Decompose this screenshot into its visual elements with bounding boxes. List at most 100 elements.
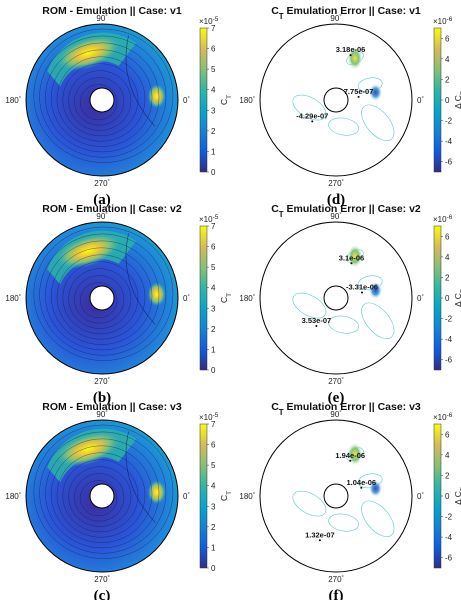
colorbar-tick-label: 6 bbox=[445, 34, 450, 43]
colorbar-exponent: ×10-6 bbox=[433, 16, 453, 27]
annotation-point bbox=[349, 54, 352, 57]
colorbar-label: CT bbox=[219, 95, 233, 105]
positive-error-spot bbox=[347, 46, 363, 71]
colorbar-exponent: ×10-5 bbox=[199, 16, 219, 27]
rotor-hub bbox=[323, 483, 349, 509]
panel-label: (e) bbox=[328, 390, 345, 406]
error-contour bbox=[292, 490, 327, 517]
contour-line bbox=[79, 84, 118, 121]
colorbar-tick-label: 2 bbox=[211, 523, 216, 532]
angle-tick-label: 180° bbox=[239, 294, 255, 303]
annotation-point bbox=[360, 486, 363, 489]
colorbar-tick-label: 4 bbox=[211, 284, 216, 293]
colorbar-tick-label: -6 bbox=[445, 554, 453, 563]
negative-error-spot bbox=[368, 83, 383, 102]
colorbar-tick-label: 3 bbox=[211, 106, 216, 115]
colorbar-tick-label: 7 bbox=[211, 222, 216, 231]
colorbar-tick-label: 7 bbox=[211, 24, 216, 33]
colorbar-tick-label: 2 bbox=[211, 325, 216, 334]
colorbar-tick-label: 5 bbox=[211, 461, 216, 470]
contour-line bbox=[125, 233, 156, 325]
error-annotation: 7.75e-07 bbox=[344, 87, 374, 96]
angle-tick-label: 270° bbox=[94, 575, 110, 584]
contour-line bbox=[45, 240, 160, 351]
angle-tick-label: 180° bbox=[239, 96, 255, 105]
colorbar-tick-label: 0 bbox=[445, 492, 450, 501]
contour-line bbox=[74, 77, 125, 126]
rotor-hub bbox=[89, 87, 115, 113]
error-contour bbox=[361, 500, 395, 537]
annotation-point bbox=[357, 95, 360, 98]
error-annotation: 1.04e-06 bbox=[346, 478, 376, 487]
colorbar-tick-label: 4 bbox=[445, 55, 450, 64]
error-contour bbox=[292, 94, 327, 121]
colorbar-tick-label: 1 bbox=[211, 147, 216, 156]
contour-line bbox=[79, 480, 118, 517]
contour-line bbox=[56, 56, 146, 142]
angle-tick-label: 90° bbox=[330, 410, 341, 419]
angle-tick-label: 90° bbox=[330, 14, 341, 23]
colorbar-tick-label: -2 bbox=[445, 315, 453, 324]
colorbar bbox=[433, 423, 442, 569]
rotor-hub bbox=[89, 483, 115, 509]
contour-line bbox=[39, 431, 167, 554]
chart-title: CT Emulation Error || Case: v1 bbox=[271, 5, 421, 21]
colorbar-tick-label: 3 bbox=[211, 502, 216, 511]
contour-line bbox=[45, 438, 160, 549]
colorbar-label: CT bbox=[219, 293, 233, 303]
chart-title: CT Emulation Error || Case: v3 bbox=[271, 401, 421, 417]
chart-title: ROM - Emulation || Case: v3 bbox=[42, 401, 182, 413]
annotation-point bbox=[315, 325, 318, 328]
negative-error-spot bbox=[368, 281, 383, 300]
polar-outline bbox=[259, 419, 413, 573]
polar-outline bbox=[259, 23, 413, 177]
rotor-hub bbox=[323, 285, 349, 311]
angle-tick-label: 0° bbox=[417, 492, 424, 501]
contour-line bbox=[50, 49, 153, 147]
contour-line bbox=[125, 431, 156, 523]
colorbar bbox=[199, 27, 208, 173]
annotation-point bbox=[349, 459, 352, 462]
error-contour bbox=[361, 302, 395, 339]
panel-label: (f) bbox=[329, 588, 344, 600]
colorbar-tick-label: 0 bbox=[445, 294, 450, 303]
contour-line bbox=[79, 282, 118, 319]
colorbar-tick-label: 0 bbox=[211, 564, 216, 573]
colorbar-label: Δ CT bbox=[453, 91, 461, 109]
side-ct-region bbox=[147, 282, 166, 307]
colorbar-tick-label: 4 bbox=[445, 253, 450, 262]
angle-tick-label: 0° bbox=[183, 96, 190, 105]
angle-tick-label: 270° bbox=[94, 377, 110, 386]
panel-label: (a) bbox=[93, 192, 111, 208]
contour-line bbox=[33, 424, 174, 559]
colorbar-tick-label: -4 bbox=[445, 533, 453, 542]
contour-line bbox=[74, 275, 125, 324]
colorbar-tick-label: 7 bbox=[211, 420, 216, 429]
error-annotation: -4.29e-07 bbox=[296, 111, 328, 120]
polar-outline bbox=[25, 221, 179, 375]
error-contour bbox=[292, 292, 327, 319]
angle-tick-label: 180° bbox=[5, 294, 21, 303]
error-contour bbox=[328, 315, 359, 334]
colorbar-tick-label: 5 bbox=[211, 65, 216, 74]
colorbar-tick-label: -6 bbox=[445, 158, 453, 167]
colorbar-tick-label: -6 bbox=[445, 356, 453, 365]
colorbar-exponent: ×10-6 bbox=[433, 412, 453, 423]
polar-outline bbox=[259, 221, 413, 375]
colorbar-tick-label: 4 bbox=[211, 482, 216, 491]
annotation-point bbox=[350, 262, 353, 265]
chart-title: CT Emulation Error || Case: v2 bbox=[271, 203, 421, 219]
panel-label: (b) bbox=[93, 390, 111, 406]
angle-tick-label: 0° bbox=[183, 492, 190, 501]
angle-tick-label: 180° bbox=[5, 492, 21, 501]
annotation-point bbox=[361, 291, 364, 294]
colorbar-tick-label: 2 bbox=[445, 471, 450, 480]
contour-line bbox=[125, 35, 156, 127]
angle-tick-label: 270° bbox=[328, 179, 344, 188]
colorbar-tick-label: 2 bbox=[445, 273, 450, 282]
chart-title: ROM - Emulation || Case: v2 bbox=[42, 203, 182, 215]
